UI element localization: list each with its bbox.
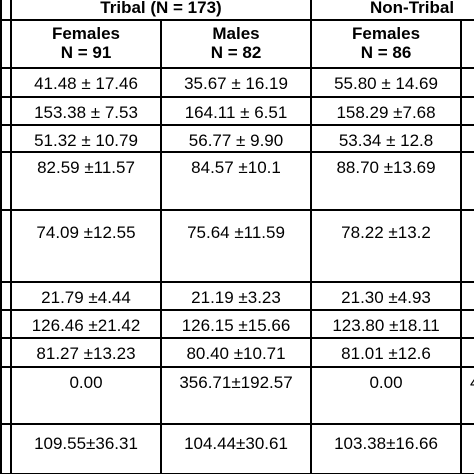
value-cell: 126.46 ±21.42: [10, 309, 162, 339]
column-header: Females N = 91: [10, 19, 162, 69]
column-n: N = 91: [60, 43, 112, 62]
value-cell: 123.80 ±18.11: [310, 309, 463, 339]
value-cell: 84.57 ±10.1: [159, 151, 313, 211]
cell: [0, 309, 12, 339]
data-row: 51.32 ± 10.79 56.77 ± 9.90 53.34 ± 12.8: [0, 124, 474, 153]
data-row: 21.79 ±4.44 21.19 ±3.23 21.30 ±4.93: [0, 281, 474, 311]
value-cell: 153.38 ± 7.53: [10, 96, 162, 126]
value-cell: 164.11 ± 6.51: [159, 96, 313, 126]
column-label: Females: [51, 24, 121, 43]
value-cell: 109.55±36.31: [10, 423, 162, 474]
data-row: 82.59 ±11.57 84.57 ±10.1 88.70 ±13.69: [0, 151, 474, 211]
cell: [0, 209, 12, 283]
data-row: 41.48 ± 17.46 35.67 ± 16.19 55.80 ± 14.69: [0, 67, 474, 98]
value-cell: 0.00: [310, 366, 463, 425]
value-cell: 51.32 ± 10.79: [10, 124, 162, 153]
cell: [0, 151, 12, 211]
value-cell: 74.09 ±12.55: [10, 209, 162, 283]
cut-off-cell: 4: [460, 366, 474, 425]
value-cell: 104.44±30.61: [159, 423, 313, 474]
cell: [460, 151, 474, 211]
value-cell: 21.19 ±3.23: [159, 281, 313, 311]
group-row: Tribal (N = 173) Non-Tribal: [0, 0, 474, 21]
cell: [460, 209, 474, 283]
value-cell: 53.34 ± 12.8: [310, 124, 463, 153]
value-cell: 41.48 ± 17.46: [10, 67, 162, 98]
value-cell: 21.30 ±4.93: [310, 281, 463, 311]
value-cell: 103.38±16.66: [310, 423, 463, 474]
column-label: Males: [212, 24, 260, 43]
value-cell: 126.15 ±15.66: [159, 309, 313, 339]
cell: [460, 96, 474, 126]
data-row: 153.38 ± 7.53 164.11 ± 6.51 158.29 ±7.68: [0, 96, 474, 126]
value-cell: 356.71±192.57: [159, 366, 313, 425]
column-n: N = 86: [360, 43, 412, 62]
value-cell: 56.77 ± 9.90: [159, 124, 313, 153]
data-row: 81.27 ±13.23 80.40 ±10.71 81.01 ±12.6: [0, 337, 474, 368]
cell: [460, 309, 474, 339]
cell: [460, 67, 474, 98]
data-row: 109.55±36.31 104.44±30.61 103.38±16.66: [0, 423, 474, 474]
cell: [460, 423, 474, 474]
cell: [0, 281, 12, 311]
value-cell: 21.79 ±4.44: [10, 281, 162, 311]
column-header: Females N = 86: [310, 19, 463, 69]
cell: [460, 337, 474, 368]
cell: [0, 0, 12, 21]
cell: [0, 19, 12, 69]
data-row: 126.46 ±21.42 126.15 ±15.66 123.80 ±18.11: [0, 309, 474, 339]
cell: [460, 19, 474, 69]
value-cell: 78.22 ±13.2: [310, 209, 463, 283]
cell: [460, 124, 474, 153]
value-cell: 81.27 ±13.23: [10, 337, 162, 368]
cell: [0, 96, 12, 126]
column-header: Males N = 82: [159, 19, 313, 69]
value-cell: 80.40 ±10.71: [159, 337, 313, 368]
cell: [460, 281, 474, 311]
cell: [0, 423, 12, 474]
value-cell: 81.01 ±12.6: [310, 337, 463, 368]
value-cell: 0.00: [10, 366, 162, 425]
group-header: Non-Tribal: [310, 0, 474, 21]
data-row: 74.09 ±12.55 75.64 ±11.59 78.22 ±13.2: [0, 209, 474, 283]
group-header: Tribal (N = 173): [9, 0, 313, 21]
cell: [0, 366, 12, 425]
value-cell: 75.64 ±11.59: [159, 209, 313, 283]
value-cell: 158.29 ±7.68: [310, 96, 463, 126]
column-row: Females N = 91 Males N = 82 Females N = 86: [0, 19, 474, 69]
cell: [0, 124, 12, 153]
column-n: N = 82: [210, 43, 262, 62]
value-cell: 88.70 ±13.69: [310, 151, 463, 211]
value-cell: 35.67 ± 16.19: [159, 67, 313, 98]
cell: [0, 67, 12, 98]
cell: [0, 337, 12, 368]
value-cell: 55.80 ± 14.69: [310, 67, 463, 98]
value-cell: 82.59 ±11.57: [10, 151, 162, 211]
column-label: Females: [351, 24, 421, 43]
